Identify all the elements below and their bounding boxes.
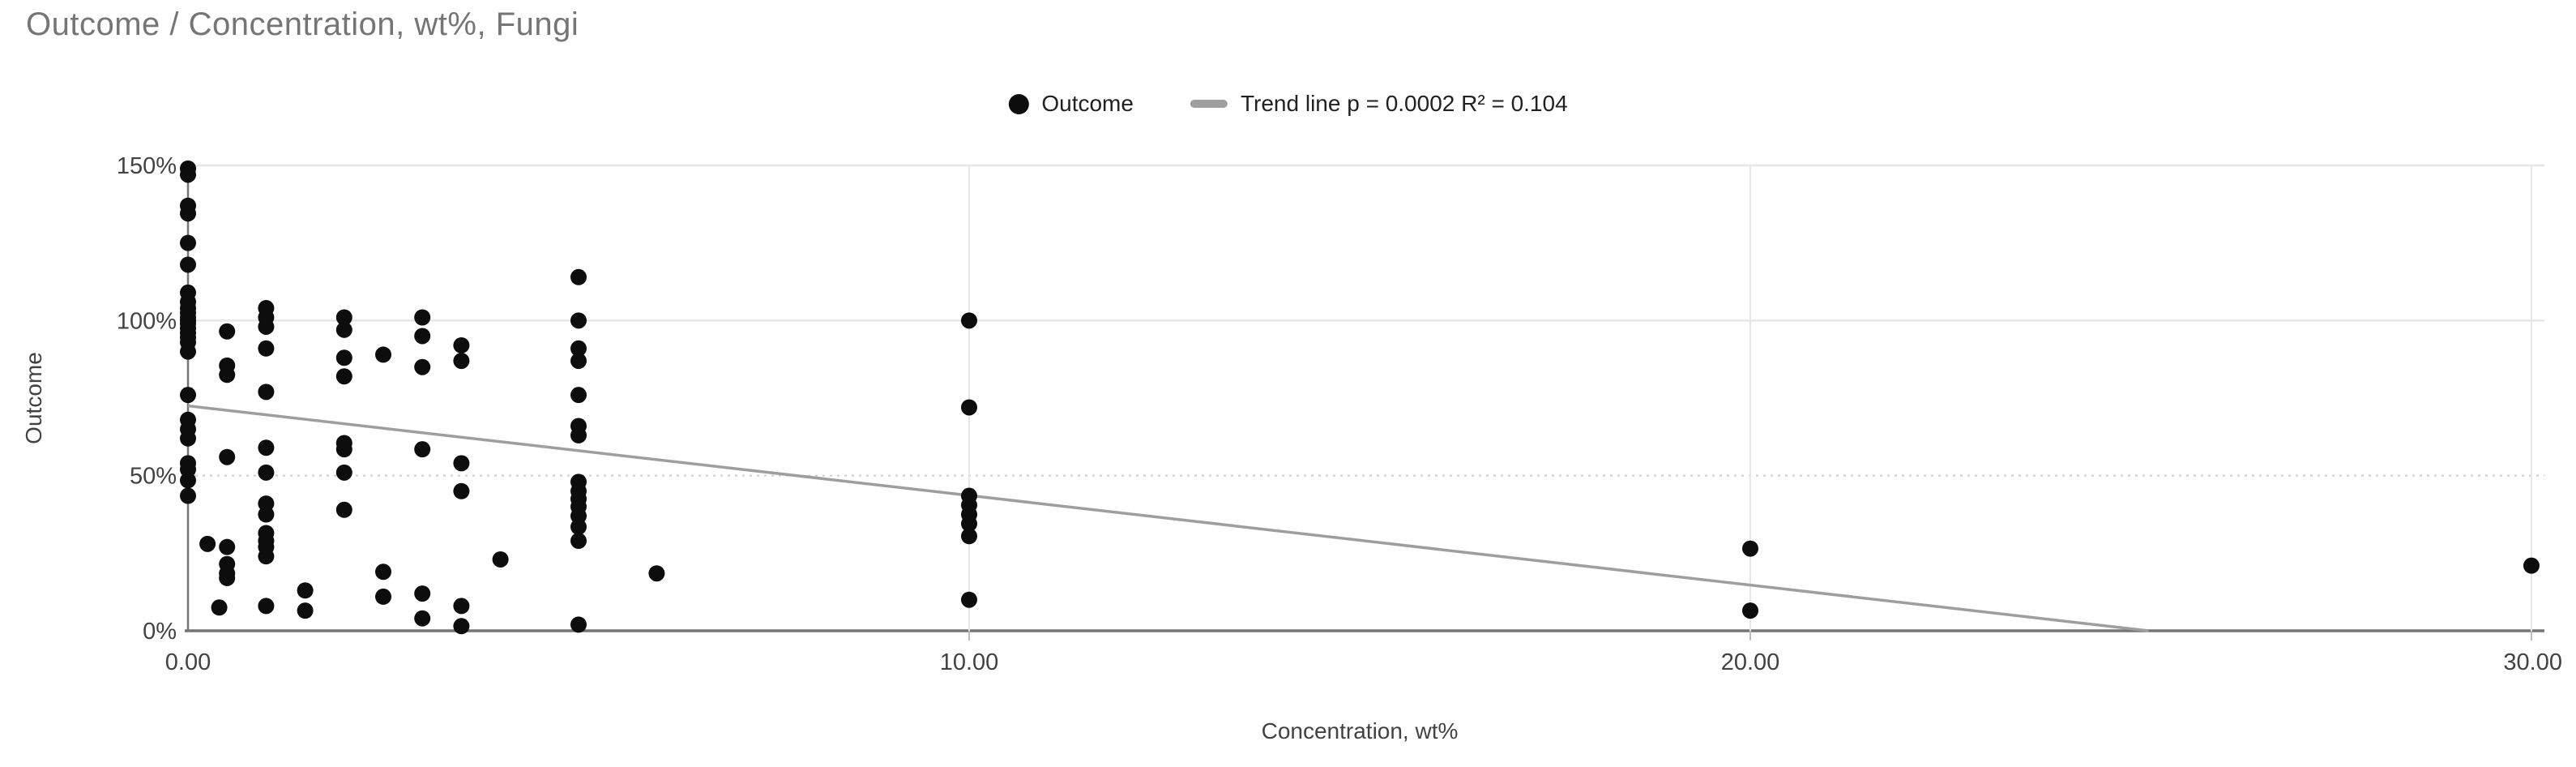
data-point (335, 309, 352, 326)
x-tick-label: 30.00 (2503, 649, 2562, 675)
y-tick-label: 100% (117, 308, 177, 334)
data-point (961, 312, 977, 329)
data-point (199, 535, 216, 552)
data-point (335, 441, 352, 458)
data-point (335, 368, 352, 385)
data-point (570, 387, 587, 404)
data-point (570, 312, 587, 329)
data-point (961, 528, 977, 545)
legend-outcome-marker-icon (1008, 93, 1029, 114)
data-point (961, 515, 977, 532)
data-point (335, 464, 352, 481)
data-point (180, 166, 196, 183)
data-point (1742, 602, 1758, 619)
data-point (1742, 540, 1758, 557)
data-point (180, 472, 196, 489)
data-point (375, 588, 391, 605)
data-point (211, 599, 228, 616)
data-point (414, 358, 431, 375)
legend-outcome-label: Outcome (1041, 91, 1134, 116)
data-point (570, 533, 587, 550)
data-point (180, 205, 196, 222)
data-point (453, 598, 470, 615)
data-point (414, 441, 431, 458)
data-point (297, 582, 314, 599)
data-point (453, 618, 470, 635)
x-axis-title: Concentration, wt% (1261, 718, 1459, 743)
chart-title: Outcome / Concentration, wt%, Fungi (26, 6, 579, 42)
data-point (492, 551, 509, 568)
data-point (180, 387, 196, 404)
data-point (258, 384, 275, 401)
data-point (258, 464, 275, 481)
data-point (453, 482, 470, 499)
data-point (648, 565, 665, 582)
data-point (570, 268, 587, 285)
data-point (258, 439, 275, 456)
data-point (414, 610, 431, 627)
data-point (570, 353, 587, 370)
data-point (570, 616, 587, 633)
data-point (570, 340, 587, 357)
data-point (570, 518, 587, 535)
data-point (258, 318, 275, 335)
data-point (335, 501, 352, 518)
data-point (570, 426, 587, 443)
data-point (453, 353, 470, 370)
data-point (219, 448, 236, 465)
data-point (180, 487, 196, 504)
legend-trendline-marker-icon (1190, 100, 1228, 108)
x-tick-label: 20.00 (1721, 649, 1780, 675)
data-point (453, 336, 470, 354)
data-point (335, 321, 352, 338)
x-tick-label: 0.00 (165, 649, 211, 675)
data-point (375, 563, 391, 581)
y-tick-label: 0% (143, 619, 177, 645)
trend-line (187, 404, 2149, 632)
data-point (453, 455, 470, 472)
data-point (414, 309, 431, 326)
data-point (219, 366, 236, 384)
data-point (219, 569, 236, 586)
data-point (414, 328, 431, 345)
data-point (180, 430, 196, 447)
data-point (297, 602, 314, 619)
data-point (219, 323, 236, 340)
y-tick-label: 150% (117, 153, 177, 179)
data-point (961, 591, 977, 608)
data-point (961, 399, 977, 416)
y-axis-title: Outcome (21, 352, 46, 444)
data-point (180, 256, 196, 273)
data-point (335, 349, 352, 366)
y-tick-label: 50% (130, 464, 177, 490)
data-point (414, 585, 431, 602)
data-point (180, 343, 196, 360)
x-tick-label: 10.00 (940, 649, 999, 675)
data-point (258, 340, 275, 357)
data-point (375, 346, 391, 363)
data-point (180, 234, 196, 251)
legend-trendline-label: Trend line p = 0.0002 R² = 0.104 (1240, 91, 1568, 116)
data-point (2523, 557, 2540, 574)
data-point (258, 506, 275, 523)
data-point (258, 548, 275, 565)
data-point (258, 598, 275, 615)
legend: Outcome Trend line p = 0.0002 R² = 0.104 (1008, 91, 1568, 117)
data-point (219, 538, 236, 555)
